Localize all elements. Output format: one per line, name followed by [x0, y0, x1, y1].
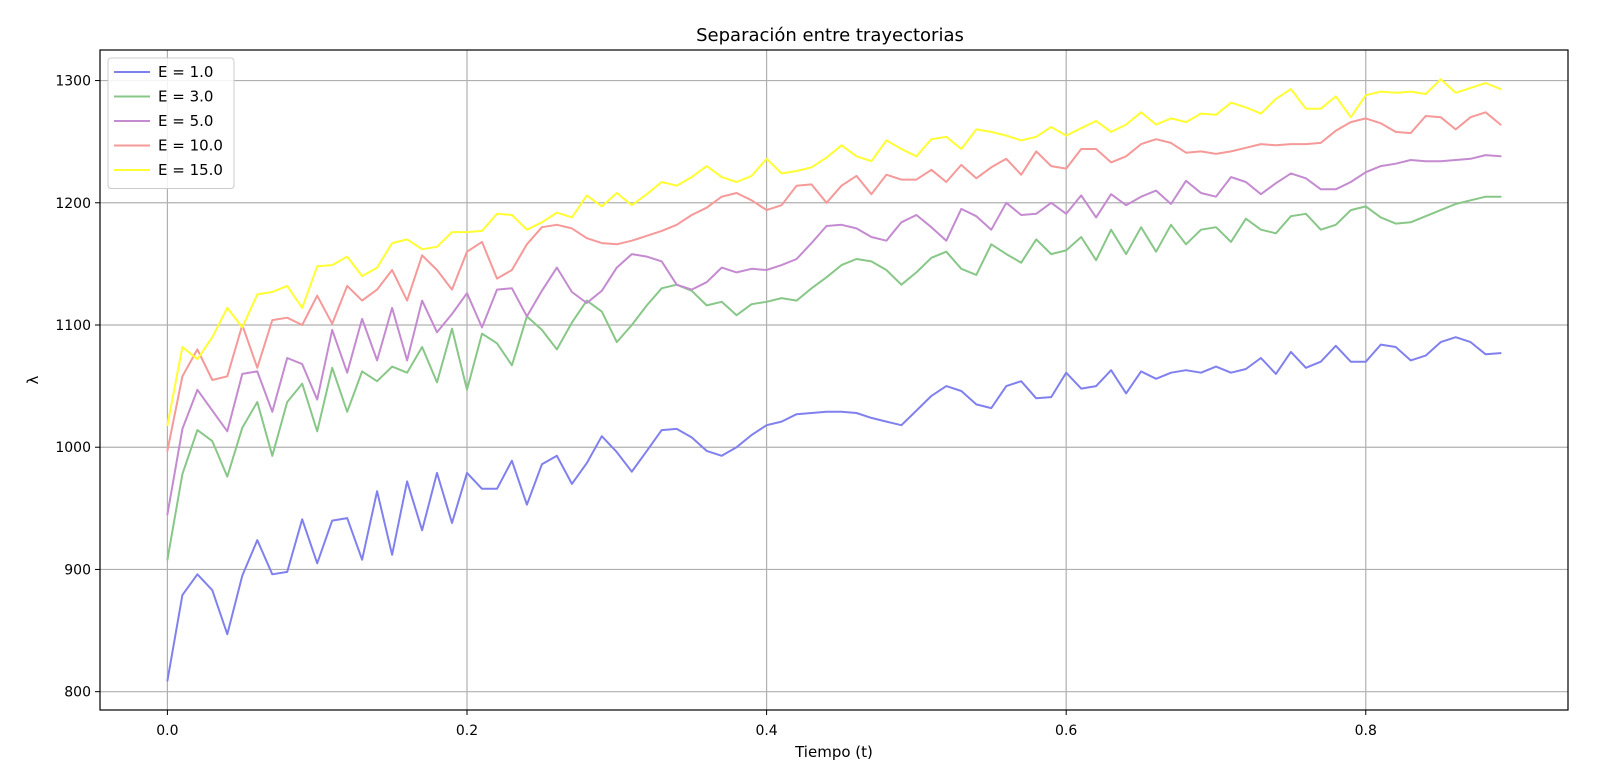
chart-title: Separación entre trayectorias [696, 25, 964, 46]
legend-label: E = 5.0 [158, 112, 213, 130]
series-line-2 [166, 195, 1502, 561]
series-group [166, 78, 1502, 682]
x-axis: 0.0 0.2 0.4 0.6 0.8 [156, 710, 1377, 739]
y-tick-label: 900 [64, 562, 91, 578]
x-axis-title: Tiempo (t) [794, 743, 873, 761]
y-tick-label: 1200 [55, 196, 91, 212]
x-tick-label: 0.4 [755, 723, 777, 739]
series-line-1 [166, 336, 1502, 682]
plot-frame [99, 49, 1569, 711]
legend-label: E = 3.0 [158, 88, 213, 106]
x-tick-label: 0.0 [156, 723, 178, 739]
legend-box [107, 57, 235, 189]
x-tick-label: 0.6 [1055, 723, 1077, 739]
legend-label: E = 1.0 [158, 63, 213, 81]
series-line-3 [166, 154, 1502, 516]
series-line-5 [166, 78, 1502, 427]
series-line-4 [166, 111, 1502, 452]
y-axis: 800 900 1000 1100 1200 1300 [55, 74, 100, 701]
y-tick-label: 1300 [55, 74, 91, 90]
y-axis-title: λ [24, 375, 42, 384]
x-tick-label: 0.8 [1355, 723, 1377, 739]
y-tick-label: 1100 [55, 318, 91, 334]
legend-label: E = 15.0 [158, 161, 223, 179]
legend-label: E = 10.0 [158, 137, 223, 155]
y-tick-label: 1000 [55, 440, 91, 456]
legend: E = 1.0 E = 3.0 E = 5.0 E = 10.0 E = 15.0 [107, 57, 235, 189]
y-tick-label: 800 [64, 685, 91, 701]
x-tick-label: 0.2 [456, 723, 478, 739]
